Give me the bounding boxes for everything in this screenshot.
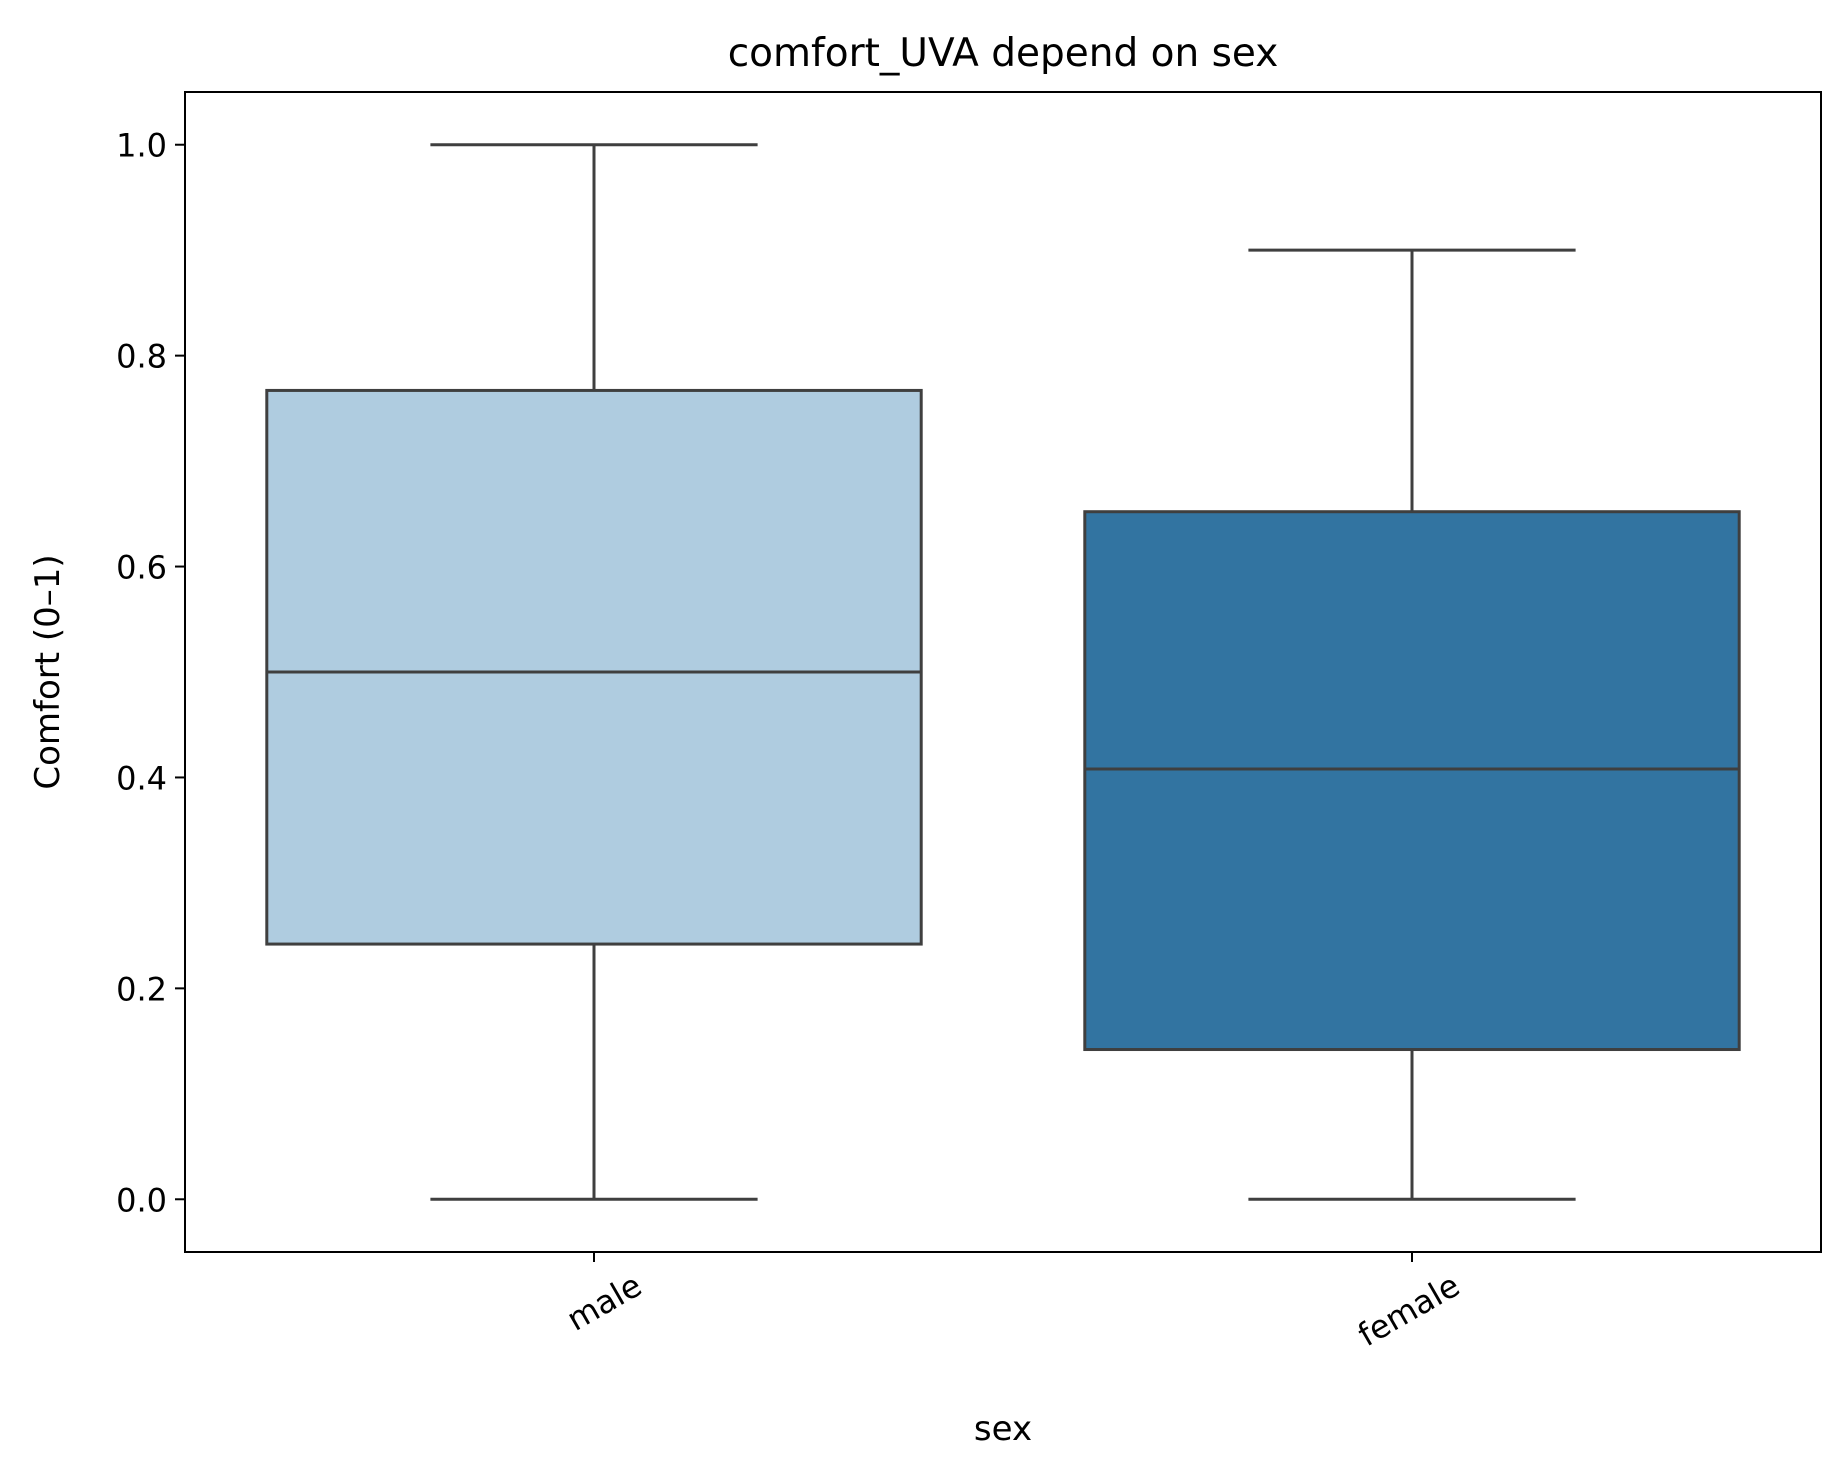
y-axis: 0.0 0.2 0.4 0.6 0.8 1.0 xyxy=(116,127,185,1219)
iqr-box xyxy=(265,388,923,946)
y-tick-label: 0.2 xyxy=(116,970,167,1008)
chart-title: comfort_UVA depend on sex xyxy=(728,31,1279,76)
box-female xyxy=(1083,248,1741,1201)
y-tick-label: 1.0 xyxy=(116,127,167,165)
iqr-box xyxy=(1083,510,1741,1052)
y-tick-label: 0.6 xyxy=(116,549,167,587)
y-tick-label: 0.4 xyxy=(116,759,167,797)
y-tick-label: 0.0 xyxy=(116,1181,167,1219)
y-tick-label: 0.8 xyxy=(116,338,167,376)
box-male xyxy=(265,143,923,1201)
x-axis-label: sex xyxy=(974,1409,1032,1449)
boxes-layer xyxy=(265,143,1741,1201)
plot-area-frame xyxy=(184,91,1822,1253)
y-axis-label: Comfort (0–1) xyxy=(28,554,68,789)
